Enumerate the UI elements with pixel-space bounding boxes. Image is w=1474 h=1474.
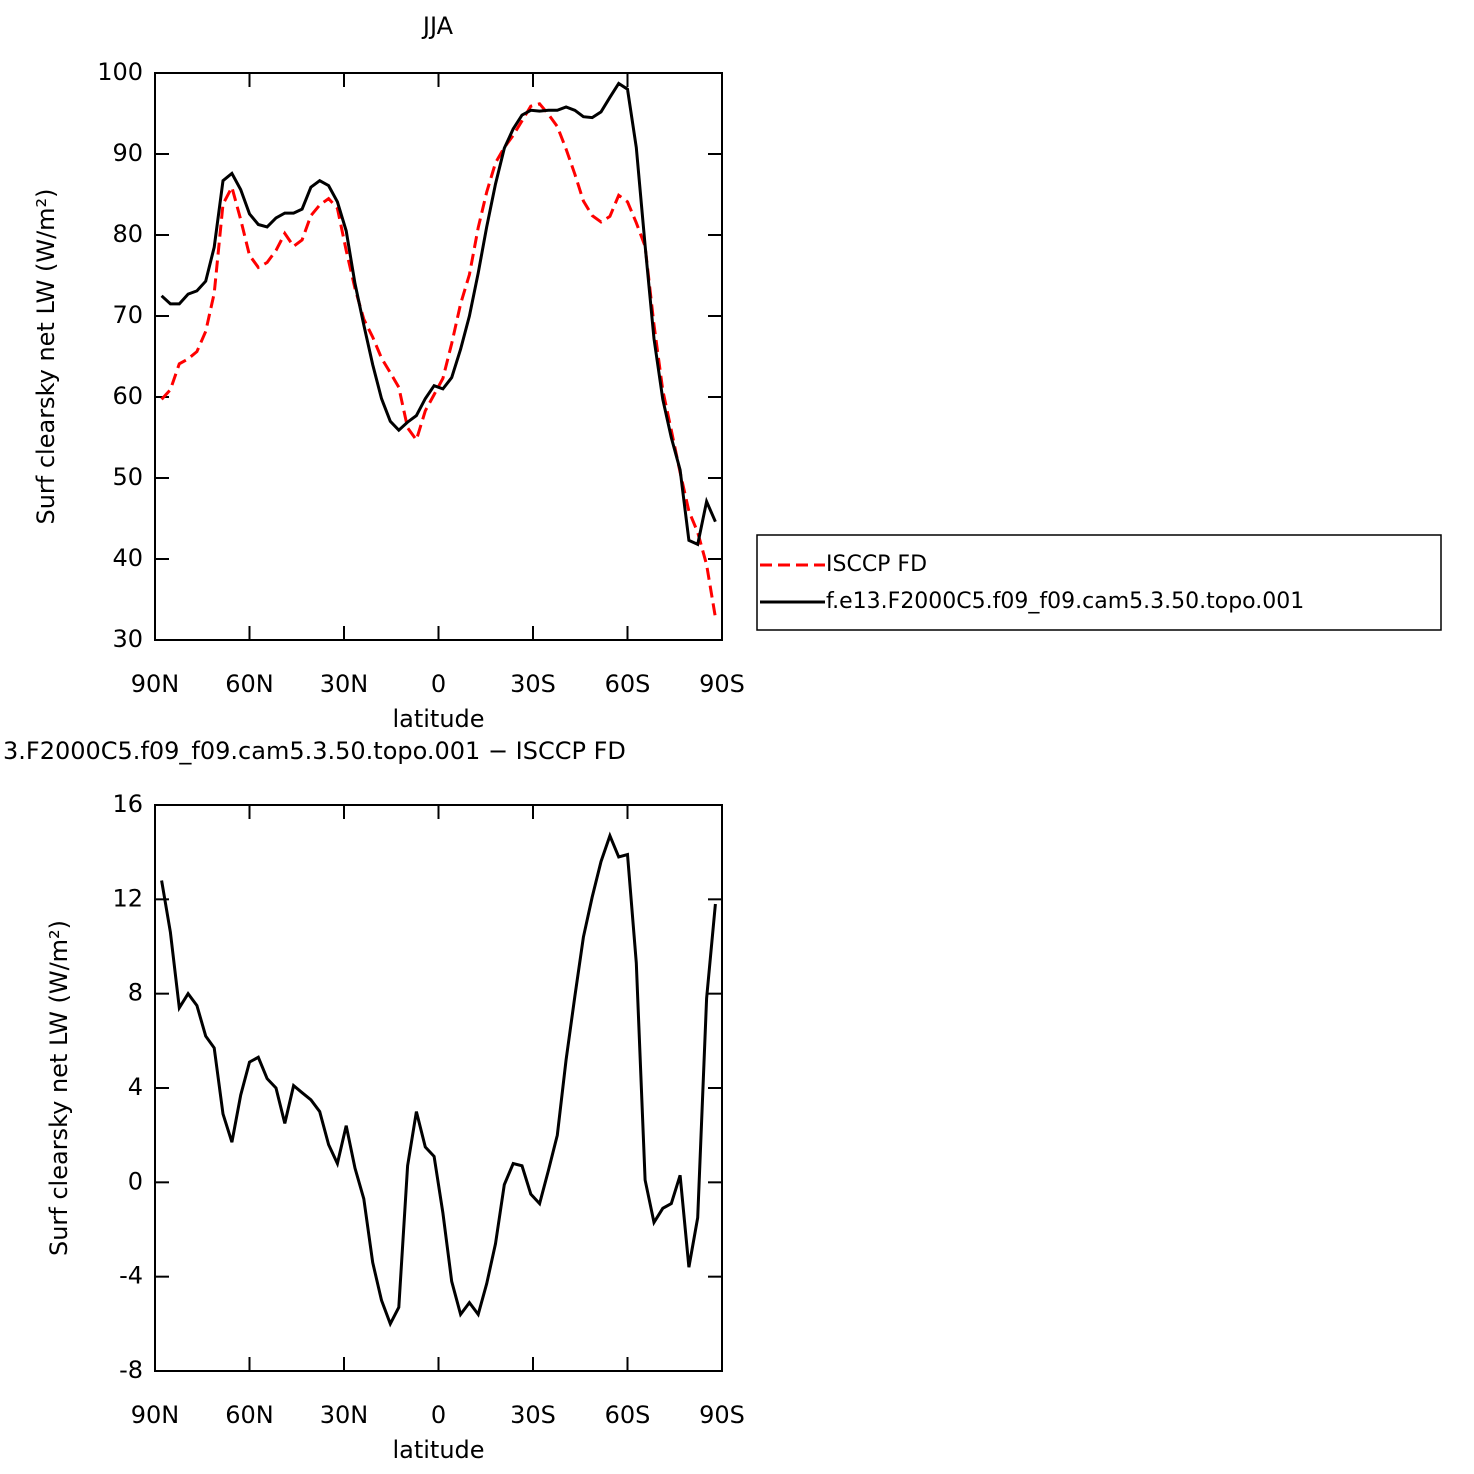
chart-title: JJA <box>421 12 454 40</box>
x-tick-label: 90N <box>131 670 180 698</box>
x-tick-label: 30S <box>510 1401 556 1429</box>
y-tick-label: 90 <box>112 139 143 167</box>
x-tick-label: 0 <box>431 670 446 698</box>
x-tick-label: 90N <box>131 1401 180 1429</box>
y-axis-label: Surf clearsky net LW (W/m²) <box>45 920 73 1256</box>
x-tick-label: 30N <box>320 670 369 698</box>
x-axis-label: latitude <box>392 1436 484 1464</box>
y-tick-label: 60 <box>112 382 143 410</box>
chart-title: 3.F2000C5.f09_f09.cam5.3.50.topo.001 − I… <box>3 737 626 765</box>
y-tick-label: 0 <box>128 1167 143 1195</box>
series-line <box>160 102 717 618</box>
x-tick-label: 30S <box>510 670 556 698</box>
legend-box <box>756 534 1442 631</box>
y-tick-label: 80 <box>112 220 143 248</box>
plot-frame <box>154 804 723 1372</box>
y-tick-label: 50 <box>112 463 143 491</box>
x-tick-label: 60N <box>225 1401 274 1429</box>
x-tick-label: 30N <box>320 1401 369 1429</box>
x-tick-label: 90S <box>699 1401 745 1429</box>
y-tick-label: -8 <box>119 1356 143 1384</box>
x-tick-label: 60S <box>605 1401 651 1429</box>
x-tick-label: 0 <box>431 1401 446 1429</box>
y-tick-label: 16 <box>112 790 143 818</box>
x-tick-label: 90S <box>699 670 745 698</box>
x-tick-label: 60S <box>605 670 651 698</box>
x-tick-label: 60N <box>225 670 274 698</box>
y-tick-label: 70 <box>112 301 143 329</box>
y-tick-label: 12 <box>112 884 143 912</box>
series-line <box>160 831 717 1328</box>
y-tick-label: -4 <box>119 1262 143 1290</box>
y-tick-label: 4 <box>128 1073 143 1101</box>
legend-label: f.e13.F2000C5.f09_f09.cam5.3.50.topo.001 <box>826 589 1304 614</box>
y-axis-label: Surf clearsky net LW (W/m²) <box>32 188 60 524</box>
y-tick-label: 30 <box>112 625 143 653</box>
y-tick-label: 8 <box>128 979 143 1007</box>
y-tick-label: 40 <box>112 544 143 572</box>
series-line <box>160 81 717 547</box>
x-axis-label: latitude <box>392 705 484 733</box>
y-tick-label: 100 <box>97 58 143 86</box>
plot-frame <box>154 72 723 641</box>
legend-label: ISCCP FD <box>826 552 927 577</box>
